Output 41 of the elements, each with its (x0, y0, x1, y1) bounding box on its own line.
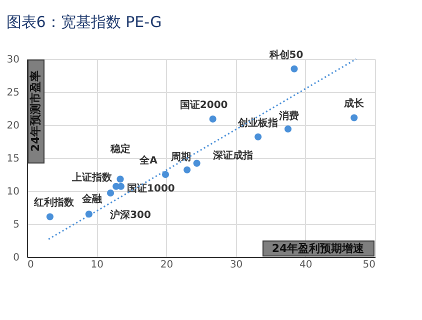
point (106, 189, 114, 197)
y-tick-label: 0 (13, 252, 20, 264)
series-label: 金融 (80, 193, 103, 206)
x-tick-label: 20 (160, 260, 174, 270)
series-label: 消费 (278, 110, 299, 122)
chart-title: 图表6：宽基指数 PE-G (6, 12, 162, 31)
y-tick-label: 10 (6, 186, 20, 198)
x-tick-label: 40 (300, 260, 312, 270)
point (209, 116, 216, 123)
x-tick-label: 0 (28, 260, 34, 270)
y-axis-title: 24年预测市盈率 (29, 70, 42, 152)
text: 稳定 (109, 143, 130, 156)
series-label: 国证2000 (180, 99, 228, 112)
point (116, 176, 124, 183)
point (162, 170, 170, 178)
point (46, 213, 54, 220)
series-label: 深证成指 (212, 149, 253, 162)
series-label: 全A (138, 154, 158, 166)
series-label: 国证1000 (127, 182, 175, 194)
series-label: 红利指数 (32, 196, 75, 209)
series-label: 上证指数 (71, 171, 114, 184)
series-label: 成长 (343, 98, 366, 110)
point (254, 133, 262, 140)
series-label: 科创50 (268, 48, 304, 61)
y-tick-label: 15 (6, 154, 20, 164)
x-tick-label: 30 (230, 260, 243, 270)
y-tick-label: 30 (6, 54, 20, 66)
point (350, 114, 358, 122)
x-axis-title: 24年盈利预期增速 (272, 242, 366, 255)
point (193, 160, 200, 167)
x-tick-label: 50 (362, 260, 376, 270)
y-tick-label: 5 (13, 220, 20, 230)
y-tick-label: 20 (6, 120, 20, 132)
series-label: 沪深300 (109, 208, 151, 221)
series-label: 周期 (170, 150, 192, 163)
series-label: 创业板指 (237, 116, 278, 129)
point (284, 125, 292, 132)
x-tick-label: 10 (90, 260, 104, 270)
y-tick-label: 25 (6, 88, 20, 98)
point (290, 65, 298, 72)
point (184, 166, 191, 174)
